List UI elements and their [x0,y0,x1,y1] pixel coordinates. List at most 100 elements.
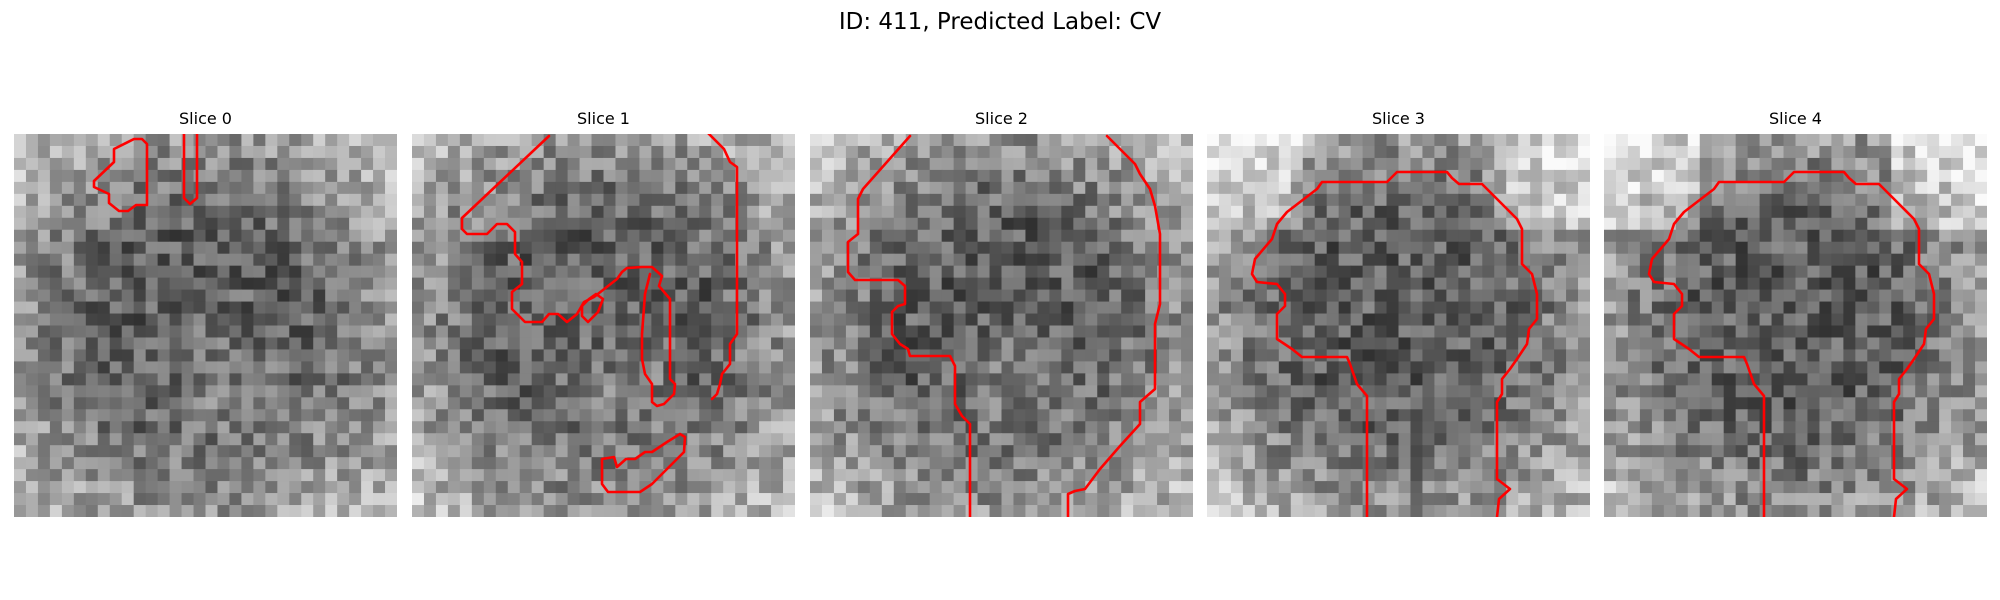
voxel [1651,265,1665,279]
voxel [1073,397,1086,410]
voxel [1290,229,1304,243]
voxel [759,409,772,422]
voxel [97,505,111,517]
voxel [301,457,314,470]
voxel [1326,253,1340,267]
voxel [1362,505,1376,517]
voxel [1939,217,1952,231]
voxel [253,253,266,267]
voxel [145,337,159,351]
voxel [917,433,931,446]
voxel [1530,349,1543,363]
voxel [109,181,123,195]
voxel [181,421,195,434]
voxel [627,337,641,351]
voxel [759,265,772,279]
voxel [133,145,147,159]
voxel [1963,134,1976,147]
voxel [1218,181,1232,195]
voxel [412,385,425,398]
voxel [349,397,362,410]
voxel [109,337,123,351]
voxel [361,481,374,494]
voxel [1542,385,1555,398]
voxel [1025,493,1039,506]
voxel [361,325,374,339]
voxel [821,397,835,410]
voxel [1963,181,1976,195]
voxel [169,265,183,279]
voxel [1326,445,1340,458]
voxel [385,181,397,195]
voxel [833,265,847,279]
voxel [687,493,700,506]
voxel [217,433,231,446]
voxel [1218,289,1232,303]
voxel [1494,134,1507,147]
voxel [1639,217,1653,231]
voxel [193,169,207,183]
voxel [821,325,835,339]
voxel [1867,134,1880,147]
voxel [483,337,497,351]
voxel [1326,181,1340,195]
voxel [651,229,664,243]
voxel [1230,313,1244,327]
slice-pixels-3 [1207,134,1590,517]
voxel [507,145,521,159]
voxel [1627,445,1641,458]
voxel [471,205,485,219]
voxel [881,193,895,207]
voxel [810,169,823,183]
voxel [977,289,991,303]
voxel [1939,445,1952,458]
voxel [1735,205,1749,219]
voxel [241,325,254,339]
voxel [289,181,302,195]
voxel [1458,145,1471,159]
voxel [1927,229,1940,243]
voxel [759,169,772,183]
voxel [1314,169,1328,183]
voxel [1037,145,1050,159]
voxel [459,433,473,446]
voxel [229,373,243,386]
voxel [412,205,425,219]
voxel [531,385,545,398]
voxel [687,253,700,267]
voxel [145,313,159,327]
voxel [133,169,147,183]
voxel [435,385,449,398]
voxel [61,229,75,243]
voxel [1482,421,1495,434]
voxel [1651,217,1665,231]
voxel [1338,229,1352,243]
voxel [241,469,254,482]
voxel [1759,397,1773,410]
voxel [157,409,171,422]
voxel [747,277,760,291]
voxel [1687,277,1701,291]
voxel [821,373,835,386]
voxel [412,313,425,327]
voxel [1302,217,1316,231]
voxel [1470,361,1483,374]
voxel [531,217,545,231]
voxel [1915,145,1928,159]
voxel [1951,397,1964,410]
voxel [1302,277,1316,291]
voxel [821,421,835,434]
voxel [591,205,605,219]
voxel [217,385,231,398]
voxel [447,445,461,458]
voxel [965,313,979,327]
voxel [97,277,111,291]
voxel [567,361,581,374]
voxel [1699,409,1713,422]
voxel [603,445,617,458]
voxel [1783,134,1797,147]
voxel [1458,169,1471,183]
voxel [1013,493,1027,506]
voxel [423,145,437,159]
voxel [929,493,943,506]
